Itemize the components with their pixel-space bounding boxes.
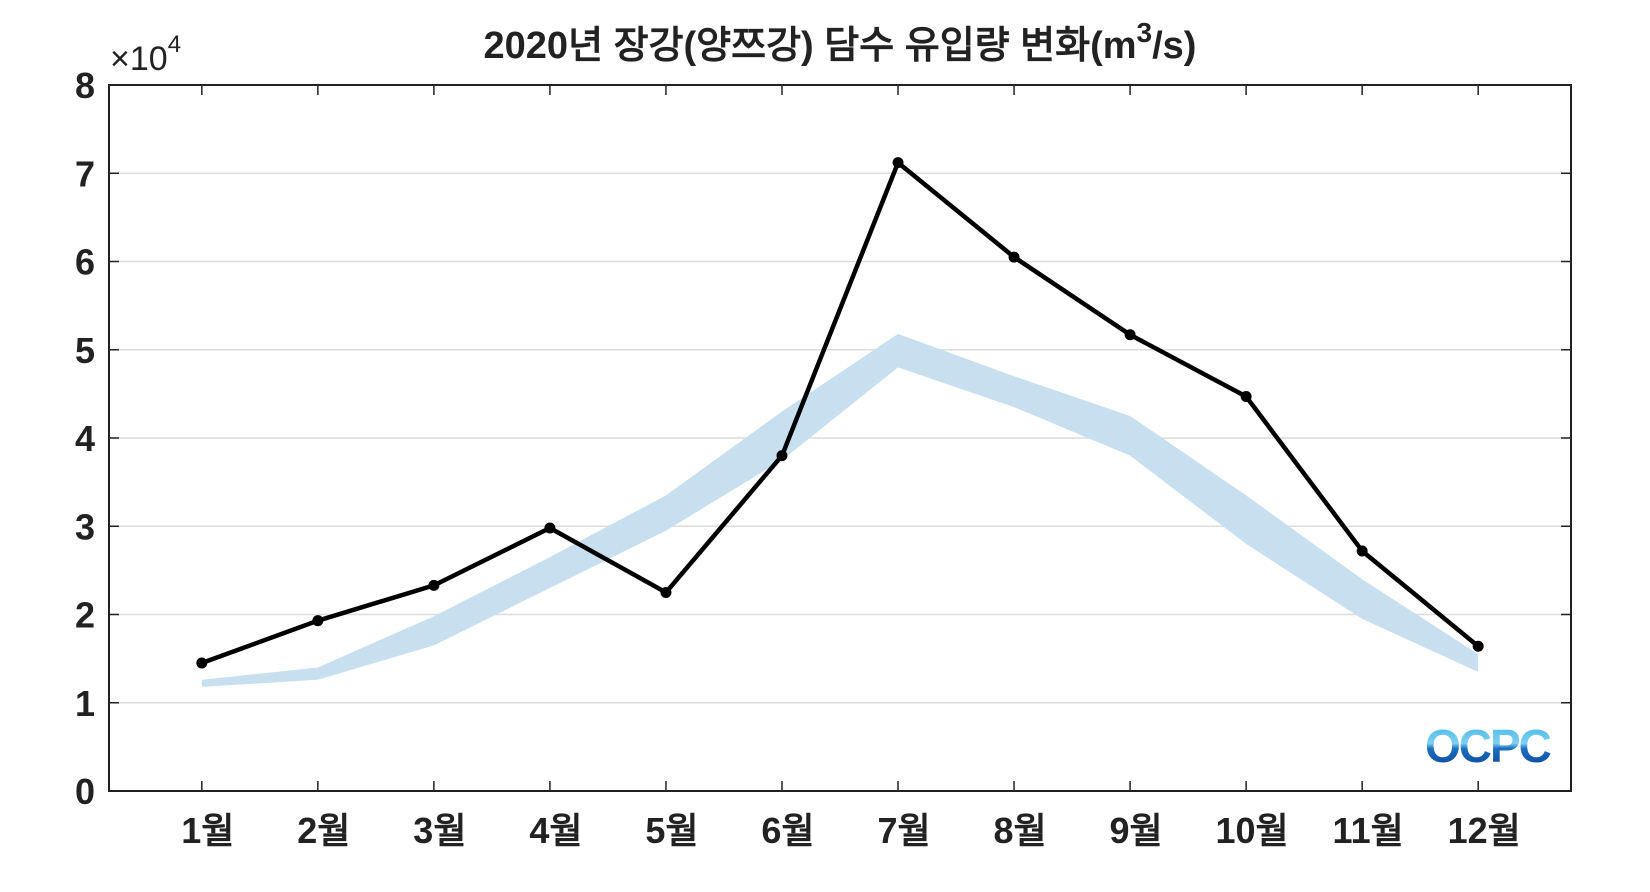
- x-tick-label: 8월: [993, 810, 1046, 851]
- y-tick-labels: 0 1 2 3 4 5 6 7 8: [75, 65, 95, 812]
- data-point: [428, 579, 440, 591]
- y-tick-label: 7: [75, 153, 95, 194]
- y-tick-label: 3: [75, 506, 95, 547]
- x-tick-label: 5월: [645, 810, 698, 851]
- x-tick-label: 10월: [1216, 810, 1289, 851]
- y-tick-label: 1: [75, 683, 95, 724]
- y-tick-label: 4: [75, 418, 95, 459]
- y-tick-label: 0: [75, 771, 95, 812]
- x-tick-label: 4월: [529, 810, 582, 851]
- x-tick-label: 11월: [1333, 810, 1404, 851]
- data-point: [1472, 640, 1484, 652]
- y-multiplier: ×104: [110, 31, 181, 78]
- title-sup: 3: [1137, 17, 1153, 48]
- data-point: [1240, 391, 1252, 403]
- data-point: [1124, 329, 1136, 341]
- axes: [108, 84, 1572, 792]
- svg-text:OCPC: OCPC: [1425, 720, 1551, 772]
- plot-frame: [108, 84, 1572, 792]
- data-point: [312, 615, 324, 627]
- band-area: [201, 333, 1479, 687]
- chart-title: 2020년 장강(양쯔강) 담수 유입량 변화(m3/s): [484, 17, 1197, 67]
- series-line: [196, 157, 1484, 669]
- x-tick-labels: 1월 2월 3월 4월 5월 6월 7월 8월 9월 10월 11월 12월: [181, 810, 1521, 851]
- data-point: [892, 157, 904, 169]
- data-point: [660, 586, 672, 598]
- data-point: [1356, 545, 1368, 557]
- ocpc-logo: OCPC: [1425, 720, 1553, 772]
- data-point: [776, 450, 788, 462]
- series-polyline: [201, 160, 1480, 666]
- data-point: [196, 657, 208, 669]
- x-tick-label: 9월: [1110, 810, 1163, 851]
- x-tick-label: 6월: [761, 810, 814, 851]
- y-tick-label: 8: [75, 65, 95, 106]
- x-tick-label: 2월: [297, 810, 350, 851]
- x-tick-label: 3월: [413, 810, 466, 851]
- data-point: [1008, 251, 1020, 263]
- title-main: 2020년 장강(양쯔강) 담수 유입량 변화(m: [484, 25, 1137, 67]
- x-tick-label: 7월: [877, 810, 930, 851]
- gridlines: [109, 172, 1571, 704]
- title-end: /s): [1152, 25, 1196, 67]
- climatology-band: [201, 333, 1479, 687]
- y-tick-label: 2: [75, 595, 95, 636]
- data-point: [544, 522, 556, 534]
- x-tick-label: 1월: [181, 810, 234, 851]
- x-tick-label: 12월: [1448, 810, 1521, 851]
- y-tick-label: 6: [75, 242, 95, 283]
- y-tick-label: 5: [75, 330, 95, 371]
